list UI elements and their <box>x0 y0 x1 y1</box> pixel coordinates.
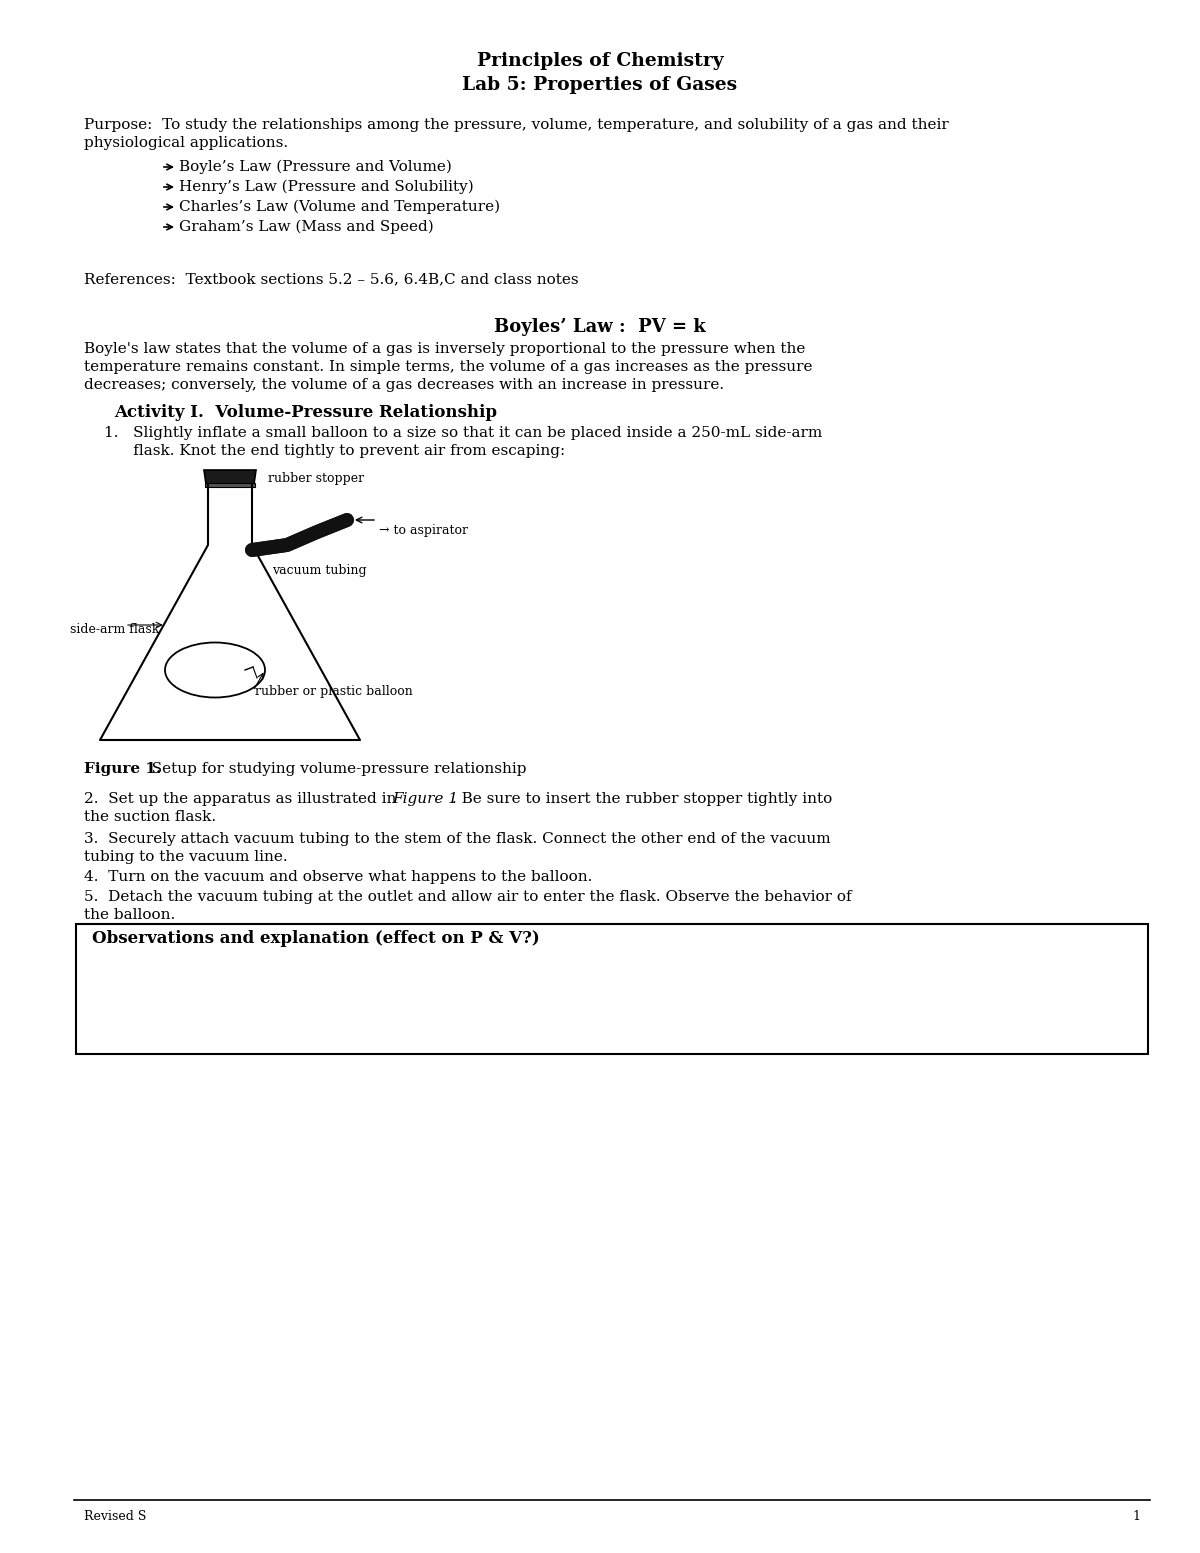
Text: Boyle's law states that the volume of a gas is inversely proportional to the pre: Boyle's law states that the volume of a … <box>84 342 805 356</box>
Text: decreases; conversely, the volume of a gas decreases with an increase in pressur: decreases; conversely, the volume of a g… <box>84 377 724 391</box>
Text: Revised S: Revised S <box>84 1510 146 1523</box>
Text: temperature remains constant. In simple terms, the volume of a gas increases as : temperature remains constant. In simple … <box>84 360 812 374</box>
Text: rubber stopper: rubber stopper <box>268 472 364 485</box>
Text: References:  Textbook sections 5.2 – 5.6, 6.4B,C and class notes: References: Textbook sections 5.2 – 5.6,… <box>84 272 578 286</box>
Text: Figure 1.: Figure 1. <box>84 763 161 776</box>
Text: Principles of Chemistry: Principles of Chemistry <box>476 51 724 70</box>
Text: rubber or plastic balloon: rubber or plastic balloon <box>256 685 413 697</box>
Text: 1: 1 <box>1132 1510 1140 1523</box>
Bar <box>76 924 1148 1054</box>
Polygon shape <box>205 483 256 488</box>
Text: Boyles’ Law :  PV = k: Boyles’ Law : PV = k <box>494 318 706 335</box>
Text: 3.  Securely attach vacuum tubing to the stem of the flask. Connect the other en: 3. Securely attach vacuum tubing to the … <box>84 832 830 846</box>
Text: Setup for studying volume-pressure relationship: Setup for studying volume-pressure relat… <box>142 763 527 776</box>
Ellipse shape <box>166 643 265 697</box>
Text: Purpose:  To study the relationships among the pressure, volume, temperature, an: Purpose: To study the relationships amon… <box>84 118 949 132</box>
Text: side-arm flask: side-arm flask <box>70 623 160 637</box>
Text: Charles’s Law (Volume and Temperature): Charles’s Law (Volume and Temperature) <box>179 200 500 214</box>
Text: the balloon.: the balloon. <box>84 909 175 922</box>
Polygon shape <box>204 471 256 485</box>
Text: . Be sure to insert the rubber stopper tightly into: . Be sure to insert the rubber stopper t… <box>452 792 833 806</box>
Text: flask. Knot the end tightly to prevent air from escaping:: flask. Knot the end tightly to prevent a… <box>104 444 565 458</box>
Text: 5.  Detach the vacuum tubing at the outlet and allow air to enter the flask. Obs: 5. Detach the vacuum tubing at the outle… <box>84 890 852 904</box>
Text: → to aspirator: → to aspirator <box>379 523 468 537</box>
Text: the suction flask.: the suction flask. <box>84 811 216 825</box>
Text: Activity I.  Volume-Pressure Relationship: Activity I. Volume-Pressure Relationship <box>114 404 497 421</box>
Text: vacuum tubing: vacuum tubing <box>272 564 367 578</box>
Text: Lab 5: Properties of Gases: Lab 5: Properties of Gases <box>462 76 738 95</box>
Text: Observations and explanation (effect on P & V?): Observations and explanation (effect on … <box>92 930 540 947</box>
Text: 1.   Slightly inflate a small balloon to a size so that it can be placed inside : 1. Slightly inflate a small balloon to a… <box>104 426 822 439</box>
Text: 2.  Set up the apparatus as illustrated in: 2. Set up the apparatus as illustrated i… <box>84 792 401 806</box>
Text: 4.  Turn on the vacuum and observe what happens to the balloon.: 4. Turn on the vacuum and observe what h… <box>84 870 593 884</box>
Text: Figure 1: Figure 1 <box>392 792 458 806</box>
Text: Graham’s Law (Mass and Speed): Graham’s Law (Mass and Speed) <box>179 221 433 235</box>
Text: tubing to the vacuum line.: tubing to the vacuum line. <box>84 849 288 863</box>
Text: Henry’s Law (Pressure and Solubility): Henry’s Law (Pressure and Solubility) <box>179 180 474 194</box>
Text: physiological applications.: physiological applications. <box>84 137 288 151</box>
Text: Boyle’s Law (Pressure and Volume): Boyle’s Law (Pressure and Volume) <box>179 160 452 174</box>
